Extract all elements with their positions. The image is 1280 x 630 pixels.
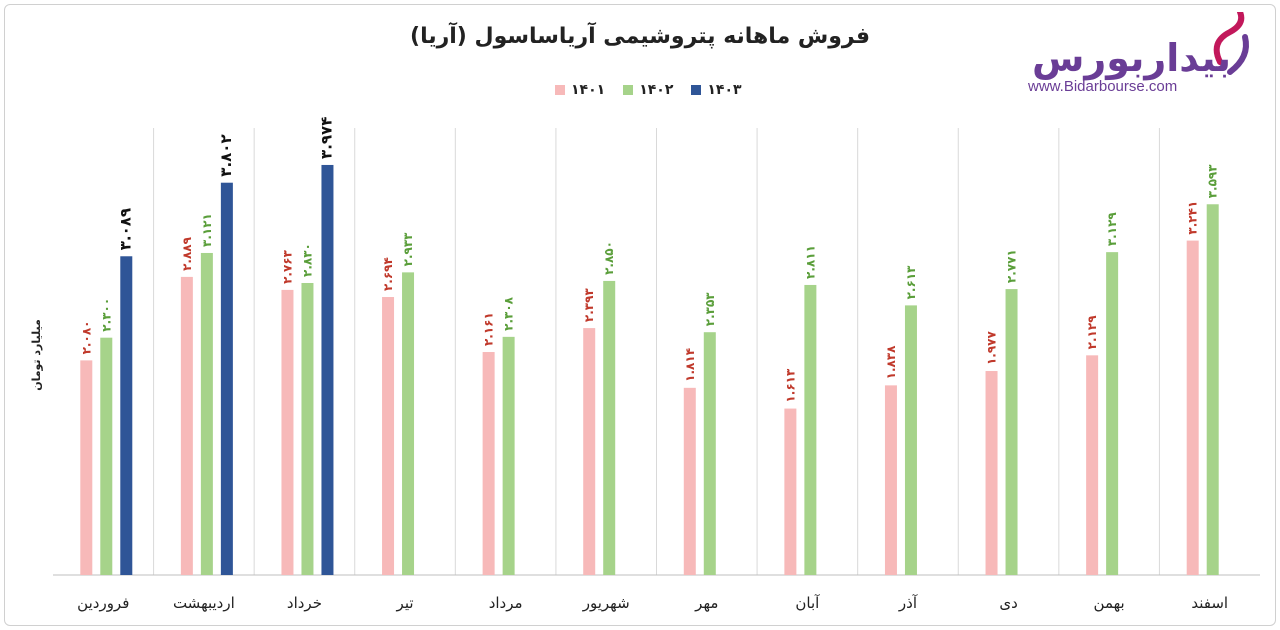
x-tick-label: آبان <box>795 594 820 612</box>
legend-item-1402: ۱۴۰۲ <box>623 82 673 98</box>
bar <box>1206 204 1219 575</box>
data-label: ۱.۸۳۸ <box>884 345 898 380</box>
bar <box>502 336 515 575</box>
bar <box>804 284 817 575</box>
bar <box>1106 252 1119 575</box>
data-label: ۳.۲۴۱ <box>1186 201 1200 235</box>
bar <box>120 256 133 575</box>
bar <box>321 164 334 576</box>
data-label: ۲.۱۲۹ <box>1085 315 1099 350</box>
legend-label-1403: ۱۴۰۳ <box>707 82 742 98</box>
data-label: ۲.۸۸۹ <box>180 236 194 271</box>
x-tick-label: بهمن <box>1094 594 1125 612</box>
data-label: ۳.۹۷۴ <box>317 117 335 159</box>
data-label: ۱.۹۷۷ <box>985 330 999 365</box>
legend-item-1403: ۱۴۰۳ <box>691 82 742 98</box>
data-label: ۲.۰۸۰ <box>79 321 93 355</box>
data-label: ۱.۸۱۴ <box>683 348 697 382</box>
legend: ۱۴۰۱ ۱۴۰۲ ۱۴۰۳ <box>555 82 742 98</box>
bar <box>180 276 193 575</box>
bar <box>1086 355 1099 575</box>
data-label: ۲.۸۵۰ <box>602 241 616 275</box>
logo-text: بیداربورس <box>1032 36 1232 80</box>
data-label: ۲.۳۵۳ <box>703 292 717 327</box>
data-label: ۳.۸۰۲ <box>217 134 235 176</box>
bar <box>382 297 395 575</box>
data-label: ۲.۶۹۴ <box>381 257 395 291</box>
bar <box>80 360 93 575</box>
bar <box>603 280 616 575</box>
x-tick-label: اردیبهشت <box>173 594 235 612</box>
bar <box>100 337 113 575</box>
bar <box>904 305 917 575</box>
legend-label-1401: ۱۴۰۱ <box>571 82 606 98</box>
data-label: ۳.۰۸۹ <box>116 208 134 250</box>
data-label: ۲.۹۳۳ <box>401 232 415 267</box>
data-label: ۱.۶۱۳ <box>783 368 797 403</box>
legend-swatch-1401 <box>555 85 565 95</box>
x-tick-label: تیر <box>396 594 414 612</box>
data-label: ۲.۳۰۰ <box>99 298 113 332</box>
data-label: ۳.۵۹۳ <box>1206 164 1220 199</box>
chart-title: فروش ماهانه پتروشیمی آریاساسول (آریا) <box>410 24 870 49</box>
bar <box>985 371 998 575</box>
x-tick-label: فروردین <box>77 594 129 612</box>
legend-item-1401: ۱۴۰۱ <box>555 82 605 98</box>
data-label: ۲.۸۱۱ <box>803 245 817 279</box>
data-label: ۲.۶۱۳ <box>904 265 918 300</box>
bar <box>402 272 415 575</box>
bar <box>784 408 797 575</box>
legend-label-1402: ۱۴۰۲ <box>639 82 674 98</box>
chart-frame <box>4 4 1276 626</box>
legend-swatch-1403 <box>691 85 702 95</box>
bar <box>683 387 696 575</box>
data-label: ۳.۱۲۱ <box>200 213 214 247</box>
brand-logo: بیداربورس www.Bidarbourse.com <box>1020 12 1260 102</box>
x-tick-label: آذر <box>898 594 918 612</box>
bar <box>884 385 897 575</box>
data-label: ۲.۳۹۳ <box>582 288 596 323</box>
data-label: ۳.۱۲۹ <box>1105 212 1119 247</box>
x-tick-label: دی <box>999 594 1017 612</box>
x-tick-label: خرداد <box>287 594 322 612</box>
bar <box>220 182 233 575</box>
bar <box>281 289 294 575</box>
x-tick-label: شهریور <box>582 594 630 612</box>
y-axis-label: میلیارد تومان <box>30 319 43 391</box>
data-label: ۲.۱۶۱ <box>482 312 496 346</box>
x-tick-label: مهر <box>694 594 718 612</box>
data-label: ۲.۳۰۸ <box>502 296 516 331</box>
x-tick-label: مرداد <box>489 594 523 612</box>
logo-mark-icon <box>1213 12 1249 75</box>
x-tick-label: اسفند <box>1191 594 1228 612</box>
bar <box>301 282 314 575</box>
legend-swatch-1402 <box>623 85 634 95</box>
bar <box>200 252 213 575</box>
logo-url: www.Bidarbourse.com <box>1028 78 1178 95</box>
bar <box>1005 289 1018 575</box>
data-label: ۲.۷۷۱ <box>1005 249 1019 283</box>
bar <box>482 352 495 575</box>
bar <box>1186 240 1199 576</box>
bar <box>583 328 596 575</box>
data-label: ۲.۷۶۳ <box>280 249 294 284</box>
data-label: ۲.۸۳۰ <box>300 243 314 277</box>
bar <box>703 332 716 575</box>
